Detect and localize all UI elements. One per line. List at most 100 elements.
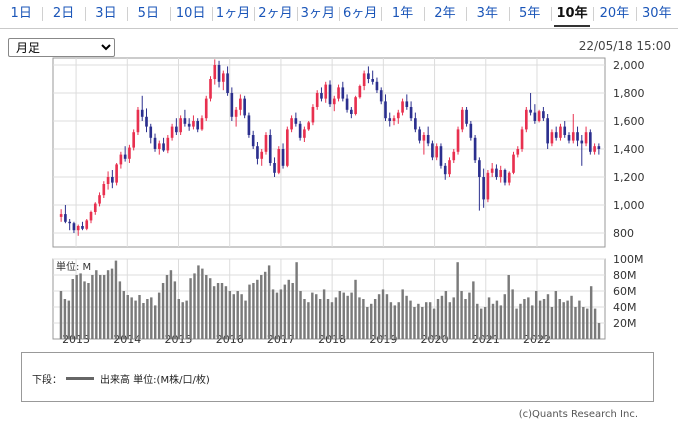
volume-bar — [479, 308, 483, 339]
tab-10[interactable]: 2年 — [434, 6, 456, 21]
volume-bar — [311, 292, 314, 339]
volume-bar — [291, 283, 294, 339]
tab-separator — [550, 7, 552, 21]
candle-body — [597, 146, 601, 149]
tab-7[interactable]: 3ヶ月 — [300, 6, 335, 21]
candle-body — [123, 154, 127, 159]
tab-11[interactable]: 3年 — [476, 6, 498, 21]
tab-separator — [508, 7, 510, 21]
volume-bar — [570, 295, 573, 339]
candle-body — [209, 79, 212, 99]
volume-bar — [534, 291, 538, 339]
volume-bar — [205, 275, 208, 339]
legend-prefix: 下段： — [32, 375, 62, 386]
volume-tick-label: 100M — [613, 253, 644, 266]
candle-body — [443, 165, 447, 175]
candle-body — [320, 93, 323, 99]
candle-body — [350, 109, 353, 114]
candle-body — [149, 126, 153, 138]
volume-bar — [244, 300, 247, 339]
volume-bar — [114, 260, 118, 339]
volume-bar — [542, 299, 546, 339]
volume-bar — [566, 300, 569, 339]
volume-bar — [267, 265, 271, 339]
volume-bar — [562, 302, 565, 339]
candle-body — [554, 132, 558, 138]
candle-body — [448, 160, 451, 175]
candle-body — [175, 126, 178, 133]
candle-body — [409, 107, 413, 119]
candle-body — [367, 73, 370, 79]
volume-bar — [483, 307, 487, 339]
volume-bar — [287, 279, 290, 339]
volume-bar — [75, 275, 78, 339]
candle-body — [422, 135, 426, 141]
candle-body — [132, 132, 136, 148]
candle-body — [495, 168, 498, 177]
candle-body — [179, 118, 182, 133]
candle-body — [379, 90, 383, 102]
volume-bar — [507, 275, 510, 339]
volume-bar — [150, 297, 153, 339]
tab-13[interactable]: 10年 — [553, 3, 591, 27]
tab-14[interactable]: 20年 — [599, 6, 630, 21]
volume-bar — [503, 294, 506, 339]
volume-bar — [216, 283, 220, 339]
candle-body — [563, 126, 567, 135]
volume-bar — [110, 268, 114, 339]
tab-1[interactable]: 2日 — [52, 6, 75, 21]
tab-4[interactable]: 10日 — [175, 6, 206, 21]
volume-bar — [393, 305, 397, 339]
volume-bar — [307, 302, 310, 339]
candle-body — [439, 146, 443, 166]
volume-bar — [538, 300, 542, 339]
tab-separator — [381, 7, 383, 21]
tab-9[interactable]: 1年 — [391, 6, 414, 21]
price-tick-label: 1,600 — [613, 115, 645, 128]
candle-body — [593, 146, 596, 152]
candle-body — [59, 214, 63, 217]
volume-bar — [334, 297, 338, 339]
volume-bar — [197, 265, 200, 339]
tab-2[interactable]: 3日 — [95, 6, 117, 21]
volume-bar — [597, 323, 601, 339]
tab-5[interactable]: 1ヶ月 — [215, 6, 251, 21]
tab-15[interactable]: 30年 — [642, 6, 672, 21]
volume-bar — [401, 289, 404, 339]
candle-body — [559, 126, 562, 138]
tab-12[interactable]: 5年 — [519, 6, 541, 21]
tab-6[interactable]: 2ヶ月 — [258, 6, 293, 21]
tab-3[interactable]: 5日 — [137, 6, 159, 21]
candle-body — [68, 221, 71, 224]
volume-bar — [134, 300, 137, 339]
volume-bar — [248, 284, 251, 339]
candle-body — [89, 212, 93, 221]
legend-row: 下段： 出来高 単位:(M株/口/枚) — [32, 371, 210, 386]
candle-body — [452, 151, 456, 161]
volume-bar — [589, 286, 593, 339]
volume-bar — [189, 278, 192, 339]
volume-bar — [330, 302, 334, 339]
candle-body — [341, 87, 345, 99]
candle-body — [328, 84, 332, 105]
volume-bar — [409, 300, 412, 339]
candle-body — [405, 101, 409, 107]
candle-body — [102, 184, 106, 196]
candle-body — [460, 109, 464, 130]
period-select[interactable]: 月足 — [8, 38, 115, 57]
volume-bar — [318, 299, 322, 339]
volume-bar — [126, 295, 129, 339]
candle-body — [576, 132, 579, 141]
candle-body — [503, 170, 507, 183]
tab-8[interactable]: 6ヶ月 — [343, 6, 378, 21]
volume-bar — [154, 305, 157, 339]
volume-bar — [346, 295, 349, 339]
tab-0[interactable]: 1日 — [10, 6, 32, 21]
volume-bar — [377, 294, 381, 339]
candle-body — [580, 140, 584, 144]
candle-body — [354, 97, 357, 114]
volume-bar — [67, 300, 71, 339]
candle-body — [285, 129, 289, 166]
price-tick-label: 1,400 — [613, 143, 645, 156]
candle-body — [192, 121, 195, 127]
